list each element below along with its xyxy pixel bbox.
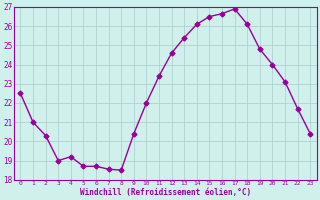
X-axis label: Windchill (Refroidissement éolien,°C): Windchill (Refroidissement éolien,°C) (80, 188, 251, 197)
